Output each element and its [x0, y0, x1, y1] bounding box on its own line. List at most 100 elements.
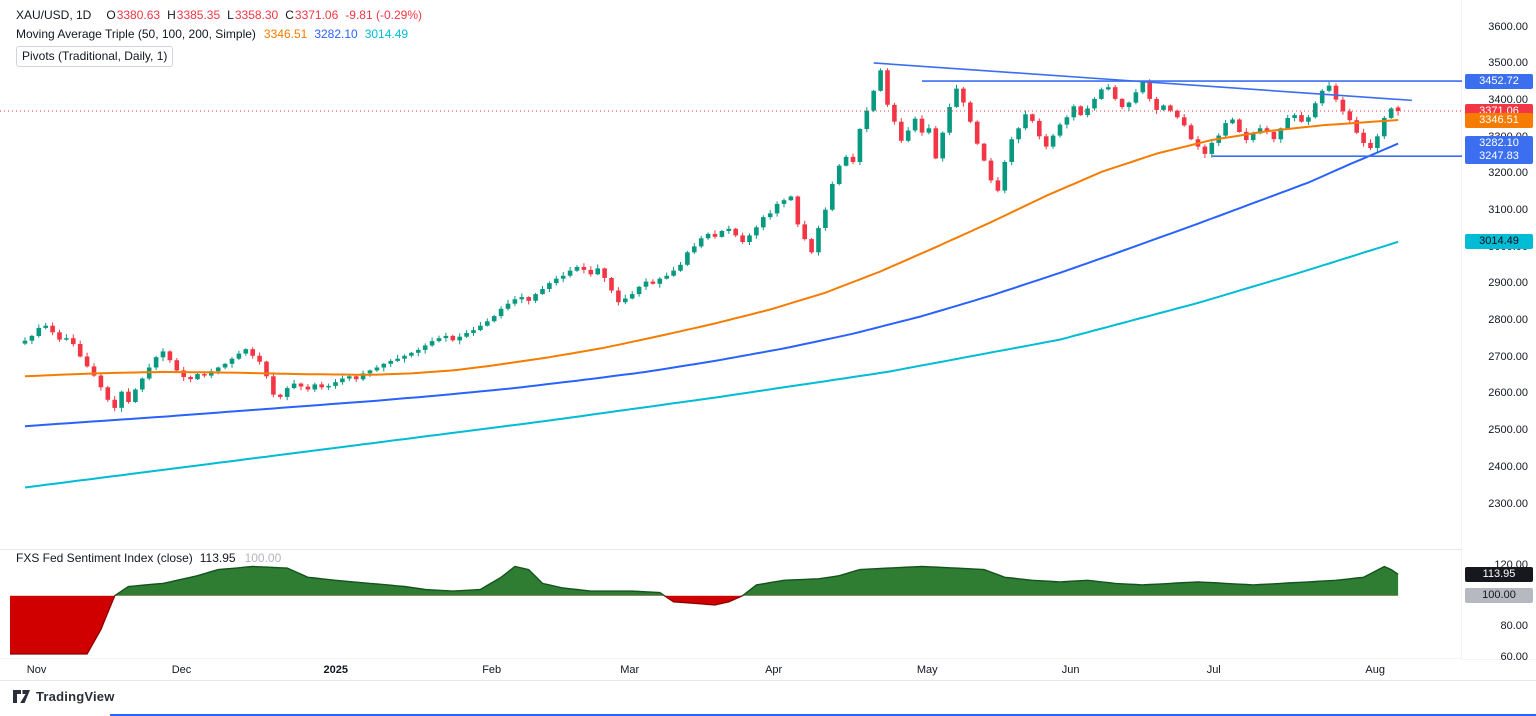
candle-body	[1085, 108, 1090, 116]
price-tick: 2700.00	[1488, 350, 1528, 363]
candle-body	[1050, 135, 1056, 147]
sentiment-baseline-watermark: 100.00	[244, 551, 282, 565]
candle-body	[402, 355, 407, 359]
change-value: -9.81 (-0.29%)	[345, 8, 422, 22]
low-value: 3358.30	[234, 8, 279, 22]
candle-body	[1202, 146, 1208, 154]
candle-body	[1388, 108, 1394, 118]
ma200-line[interactable]	[24, 240, 1399, 489]
candle-body	[609, 278, 614, 291]
candle-body	[629, 294, 635, 299]
price-axis[interactable]: 3600.003500.003400.003300.003200.003100.…	[1462, 0, 1536, 663]
candle-body	[747, 235, 752, 242]
symbol-title: XAU/USD, 1D	[16, 8, 92, 22]
candle-body	[1313, 103, 1318, 118]
candle-body	[126, 391, 131, 402]
candle-body	[740, 235, 745, 242]
candle-body	[781, 200, 787, 204]
legend-ma-row[interactable]: Moving Average Triple (50, 100, 200, Sim…	[16, 25, 422, 44]
candle-body	[1023, 114, 1028, 129]
candle-body	[478, 325, 483, 331]
candle-body	[181, 370, 186, 377]
candle-body	[1043, 136, 1049, 147]
price-tick: 3100.00	[1488, 203, 1528, 216]
candle-body	[1112, 87, 1118, 99]
candle-body	[533, 294, 538, 301]
candle-body	[540, 289, 545, 295]
candle-body	[250, 349, 255, 356]
candle-body	[623, 298, 628, 303]
candle-body	[602, 268, 607, 278]
candle-body	[505, 303, 511, 309]
candle-body	[664, 275, 669, 279]
candle-body	[871, 90, 876, 111]
ma-indicator-title: Moving Average Triple (50, 100, 200, Sim…	[16, 27, 256, 41]
candle-body	[278, 394, 283, 397]
candle-body	[1237, 119, 1242, 132]
ma100-line[interactable]	[24, 142, 1399, 428]
ma200-value: 3014.49	[364, 27, 409, 41]
chart-canvas[interactable]	[0, 0, 1536, 680]
legend-pivots-row[interactable]: Pivots (Traditional, Daily, 1)	[16, 44, 422, 67]
candle-body	[333, 382, 338, 386]
candle-body	[443, 335, 449, 339]
high-value: 3385.35	[176, 8, 221, 22]
candle-body	[1161, 105, 1166, 110]
candle-body	[485, 321, 490, 326]
candle-body	[954, 88, 959, 107]
time-axis-label: Dec	[171, 664, 192, 676]
tradingview-logo[interactable]: TradingView	[12, 689, 115, 704]
candle-body	[774, 203, 780, 214]
candle-body	[988, 160, 994, 181]
time-axis[interactable]: Nov Dec 2025 Feb Mar Apr May Jun Jul Aug	[0, 659, 1462, 680]
candle-body	[1375, 136, 1380, 148]
candle-body	[429, 341, 435, 346]
candle-body	[140, 378, 145, 390]
candlestick-series[interactable]	[22, 68, 1401, 412]
ma50-line[interactable]	[24, 119, 1399, 378]
candle-body	[1223, 123, 1228, 136]
candle-body	[340, 378, 345, 383]
candle-body	[450, 335, 456, 341]
candle-body	[836, 165, 842, 184]
tradingview-logo-text: TradingView	[36, 689, 115, 704]
candle-body	[926, 128, 932, 133]
candle-body	[457, 336, 462, 341]
time-axis-label: Aug	[1365, 664, 1385, 676]
candle-body	[291, 383, 297, 388]
candle-body	[188, 377, 193, 380]
candle-body	[885, 70, 890, 105]
candle-body	[84, 356, 90, 367]
price-tick: 2400.00	[1488, 460, 1528, 473]
candle-body	[312, 384, 318, 390]
sentiment-tick: 80.00	[1500, 619, 1528, 632]
sentiment-area[interactable]	[10, 565, 1399, 655]
candle-body	[1009, 139, 1014, 162]
candle-body	[712, 233, 718, 237]
sentiment-line-positive	[113, 565, 1399, 596]
candle-body	[692, 246, 697, 253]
candle-body	[1333, 85, 1339, 100]
candle-body	[864, 110, 870, 129]
candle-body	[567, 270, 573, 276]
sentiment-legend[interactable]: FXS Fed Sentiment Index (close) 113.95 100…	[16, 551, 281, 565]
candle-body	[71, 338, 76, 345]
candle-body	[1271, 131, 1277, 140]
candle-body	[995, 180, 1001, 191]
candle-body	[119, 391, 124, 408]
candle-body	[650, 281, 656, 284]
candle-body	[1016, 128, 1021, 140]
candle-body	[1175, 110, 1180, 118]
legend-symbol-row[interactable]: XAU/USD, 1D O3380.63 H3385.35 L3358.30 C3371…	[16, 6, 422, 25]
candle-body	[229, 358, 235, 364]
pivots-indicator-title[interactable]: Pivots (Traditional, Daily, 1)	[16, 46, 174, 67]
candle-body	[1292, 115, 1297, 118]
candle-body	[1092, 98, 1097, 109]
candle-body	[236, 353, 242, 359]
candle-body	[271, 376, 276, 395]
candle-body	[1064, 117, 1070, 125]
candle-body	[1382, 118, 1387, 137]
candle-body	[919, 118, 925, 133]
candle-body	[1319, 90, 1325, 104]
candle-body	[77, 344, 83, 357]
